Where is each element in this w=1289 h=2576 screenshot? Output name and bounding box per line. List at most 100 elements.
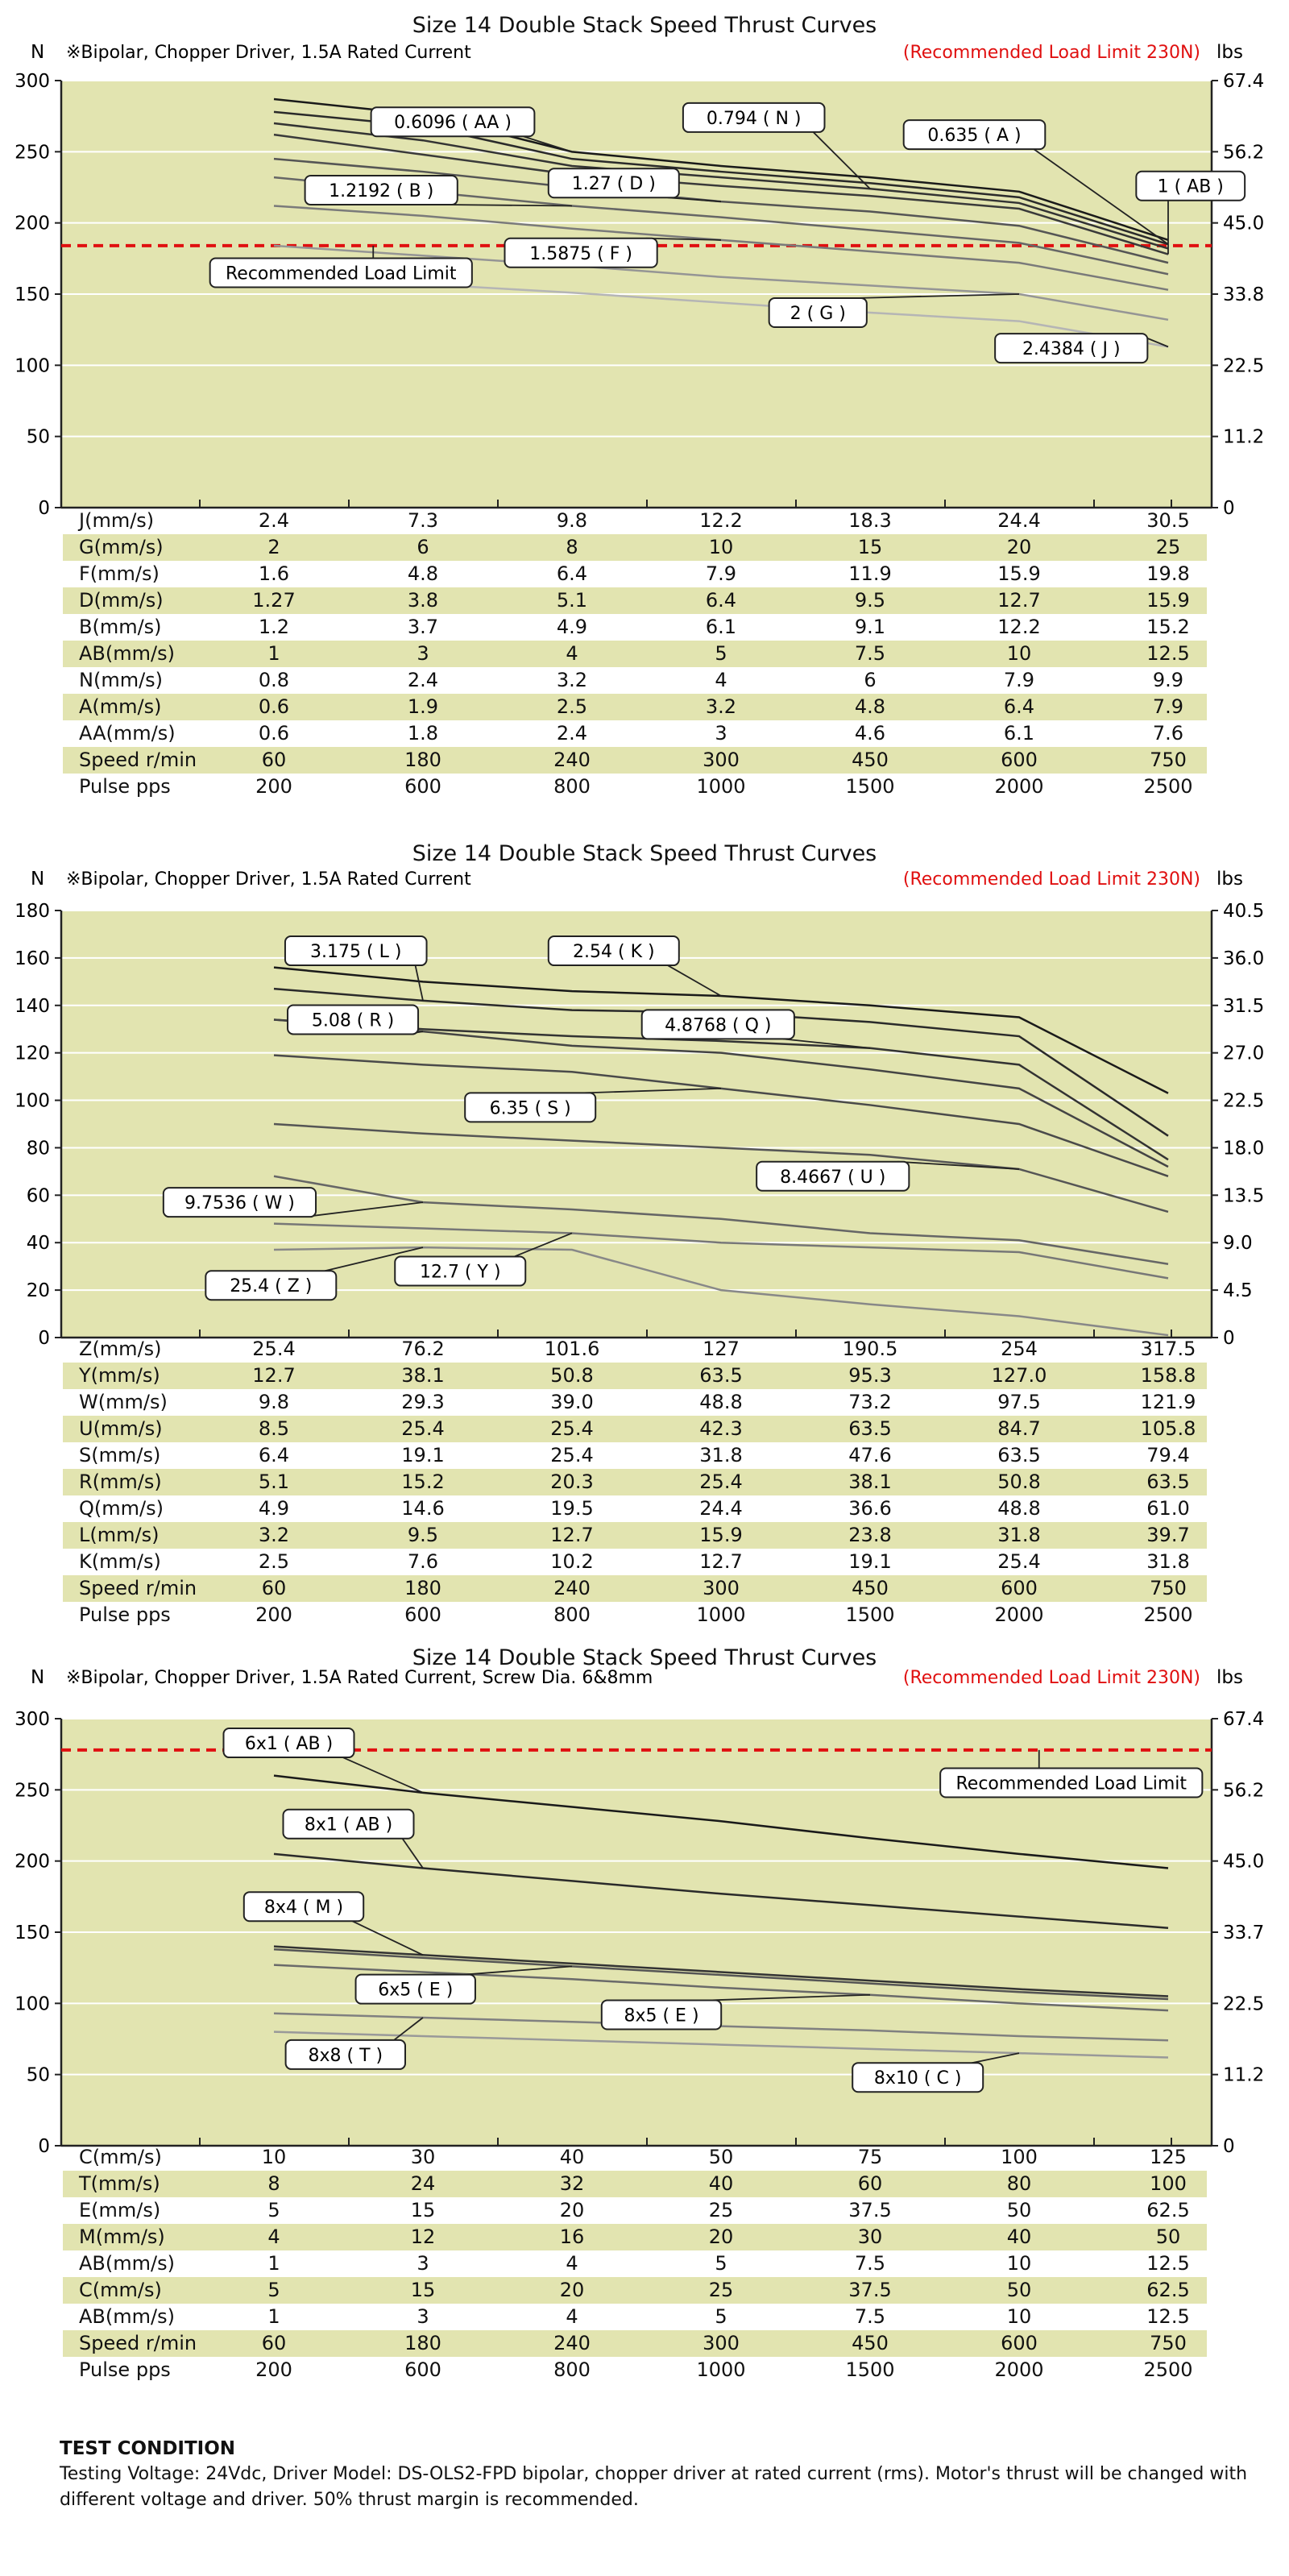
series-label: Recommended Load Limit [226,264,457,284]
table-row: C(mm/s) 5 15 20 25 37.5 50 62.5 [63,2277,1207,2304]
y-tick-label: 60 [27,1185,50,1206]
table-cell: 5.1 [258,1471,290,1493]
table-cell: 23.8 [848,1524,892,1546]
table-cell: 2500 [1143,775,1193,798]
chart-title: Size 14 Double Stack Speed Thrust Curves [412,13,877,38]
table-cell: 200 [255,775,292,798]
y2-axis-label: lbs [1216,869,1243,890]
y2-tick-label: 22.5 [1223,1993,1264,2014]
table-cell: 9.9 [1152,669,1184,691]
table-row: E(mm/s) 5 15 20 25 37.5 50 62.5 [63,2197,1207,2224]
load-limit-note: (Recommended Load Limit 230N) [903,869,1200,890]
thrust-curve-plot-2: N ※Bipolar, Chopper Driver, 1.5A Rated Cu… [15,869,1264,1346]
table-cell: 20 [559,2279,585,2301]
table-cell: 2000 [994,2358,1044,2381]
table-cell: 31.8 [997,1524,1041,1546]
table-cell: 79.4 [1146,1444,1190,1466]
y-tick-label: 300 [15,1709,50,1730]
y2-tick-label: 9.0 [1223,1233,1253,1254]
table-cell: 95.3 [848,1364,892,1387]
callout-pointer [667,197,722,203]
row-label: K(mm/s) [79,1550,161,1573]
table-cell: 62.5 [1146,2199,1190,2221]
y-tick-label: 180 [15,901,50,922]
table-cell: 200 [255,1603,292,1626]
callout-pointer [342,1757,424,1794]
table-cell: 12.2 [699,509,743,532]
row-label: Speed r/min [79,1577,197,1599]
y2-axis-label: lbs [1216,1667,1243,1688]
table-row: Z(mm/s) 25.4 76.2 101.6 127 190.5 254 317.5 [63,1336,1207,1363]
table-cell: 10 [1006,2305,1032,2328]
callout-box [939,1767,1204,1798]
y-tick-label: 150 [15,1923,50,1943]
table-cell: 750 [1150,2332,1187,2354]
table-cell: 2000 [994,775,1044,798]
row-label: N(mm/s) [79,669,164,691]
row-label: Pulse pps [79,775,171,798]
y-axis-label: N [31,42,44,63]
table-row: N(mm/s) 0.8 2.4 3.2 4 6 7.9 9.9 [63,667,1207,694]
table-row: Pulse pps 200 600 800 1000 1500 2000 2500 [63,774,1207,800]
table-cell: 37.5 [848,2199,892,2221]
table-cell: 15.2 [1146,616,1190,638]
table-cell: 3.2 [705,695,737,718]
table-cell: 600 [404,2358,441,2381]
table-cell: 40 [708,2172,734,2195]
table-cell: 4.6 [854,722,886,745]
table-row: L(mm/s) 3.2 9.5 12.7 15.9 23.8 31.8 39.7 [63,1522,1207,1549]
chart-subtitle: ※Bipolar, Chopper Driver, 1.5A Rated Cur… [66,43,471,63]
row-label: D(mm/s) [79,589,164,612]
table-cell: 4 [566,2305,578,2328]
table-row: AB(mm/s) 1 3 4 5 7.5 10 12.5 [63,2304,1207,2330]
table-cell: 50.8 [550,1364,594,1387]
y-tick-label: 200 [15,1852,50,1873]
callout-box [464,1092,597,1123]
callout-box [547,168,680,199]
table-row: Speed r/min 60 180 240 300 450 600 750 [63,2330,1207,2357]
callout-box [284,935,428,967]
table-cell: 84.7 [997,1417,1041,1440]
table-cell: 25.4 [550,1417,594,1440]
table-cell: 800 [553,1603,591,1626]
series-line [273,1018,1169,1161]
table-cell: 24.4 [997,509,1041,532]
y2-tick-label: 31.5 [1223,996,1264,1017]
table-cell: 125 [1150,2146,1187,2168]
table-cell: 30.5 [1146,509,1190,532]
callout-box [852,2062,984,2093]
callout-box [354,1973,476,2005]
table-cell: 5 [267,2199,280,2221]
table-row: B(mm/s) 1.2 3.7 4.9 6.1 9.1 12.2 15.2 [63,614,1207,641]
series-label: 3.175 ( L ) [310,942,401,962]
table-cell: 0.6 [258,722,290,745]
y2-tick-label: 67.4 [1223,1709,1264,1730]
y2-tick-label: 56.2 [1223,142,1264,163]
series-label: 2.4384 ( J ) [1022,339,1121,359]
y2-tick-label: 13.5 [1223,1185,1264,1206]
table-cell: 42.3 [699,1417,743,1440]
series-label: 8x8 ( T ) [308,2046,383,2066]
table-cell: 1.27 [252,589,296,612]
callout-pointer [782,1038,871,1049]
table-cell: 12.7 [699,1550,743,1573]
callout-pointer [463,1965,573,1976]
table-cell: 24.4 [699,1497,743,1520]
y-tick-label: 250 [15,142,50,163]
series-line [273,122,1169,250]
table-row: AB(mm/s) 1 3 4 5 7.5 10 12.5 [63,2250,1207,2277]
series-label: 0.6096 ( AA ) [394,113,512,133]
table-cell: 2.4 [407,669,439,691]
table-cell: 0.8 [258,669,290,691]
table-cell: 19.1 [848,1550,892,1573]
callout-box [394,1255,527,1287]
table-cell: 1500 [845,775,895,798]
table-cell: 60 [261,749,287,771]
y-tick-label: 50 [27,427,50,448]
table-cell: 1 [267,2252,280,2275]
table-cell: 800 [553,2358,591,2381]
table-cell: 9.1 [854,616,886,638]
table-cell: 4.8 [407,562,439,585]
table-cell: 15 [857,536,883,558]
y-tick-label: 40 [27,1233,50,1254]
